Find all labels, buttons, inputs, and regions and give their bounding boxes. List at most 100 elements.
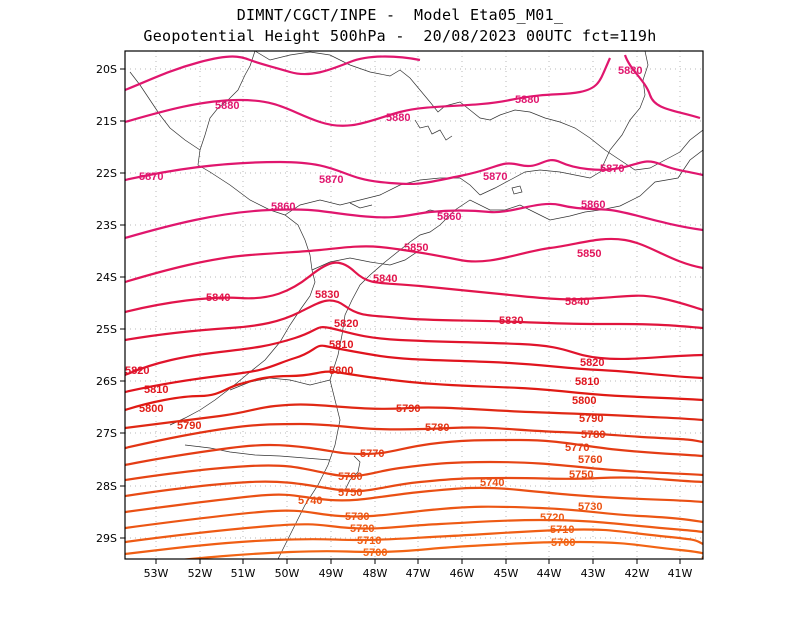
lon-label: 51W — [231, 567, 256, 580]
contour-5830 — [125, 299, 703, 342]
contour-label: 5810 — [144, 384, 168, 396]
sc-rs-border — [184, 444, 331, 461]
contour-label: 5880 — [215, 100, 239, 112]
contour-label: 5850 — [404, 242, 428, 254]
contour-label: 5710 — [550, 524, 574, 536]
contour-labels: 5880 5880 5880 5880 5870 5870 5870 5870 … — [125, 65, 642, 559]
contour-5700 — [179, 540, 703, 559]
contour-label: 5810 — [329, 339, 353, 351]
reservoir-1 — [414, 119, 453, 141]
contour-label: 5800 — [139, 403, 163, 415]
contour-5880-c — [623, 54, 701, 120]
lat-label: 24S — [96, 271, 117, 284]
contour-label: 5840 — [373, 273, 397, 285]
lon-label: 49W — [319, 567, 344, 580]
contour-label: 5760 — [338, 471, 362, 483]
contour-5870 — [125, 159, 703, 186]
contour-5770 — [125, 438, 703, 467]
contour-label: 5790 — [579, 413, 603, 425]
contour-label: 5830 — [315, 289, 339, 301]
map-title-line-1: DIMNT/CGCT/INPE - Model Eta05_M01_ — [236, 6, 564, 24]
atlantic-coastline — [277, 149, 703, 559]
sp-pr-border — [311, 249, 421, 271]
contour-5880-b — [125, 57, 612, 127]
lat-label: 26S — [96, 375, 117, 388]
lat-label: 23S — [96, 219, 117, 232]
contour-5740 — [125, 486, 703, 514]
contour-label: 5740 — [298, 495, 322, 507]
lon-label: 43W — [581, 567, 606, 580]
contour-label: 5700 — [363, 547, 387, 559]
lat-label: 22S — [96, 167, 117, 180]
argentina-border — [169, 269, 316, 426]
espirito-santo-border — [599, 51, 649, 173]
contour-label: 5870 — [483, 171, 507, 183]
latitude-labels: 20S 21S 22S 23S 24S 25S 26S 27S 28S 29S — [96, 63, 117, 545]
contour-label: 5750 — [569, 469, 593, 481]
contour-5840 — [125, 261, 703, 314]
contour-label: 5770 — [565, 442, 589, 454]
contour-label: 5820 — [580, 357, 604, 369]
map-frame — [124, 50, 704, 560]
contour-5780 — [125, 422, 703, 450]
contour-label: 5720 — [350, 523, 374, 535]
contour-label: 5740 — [480, 477, 504, 489]
contour-label: 5710 — [357, 535, 381, 547]
lon-label: 44W — [537, 567, 562, 580]
island-ilhabela — [511, 185, 523, 195]
contour-label: 5860 — [437, 211, 461, 223]
contour-label: 5840 — [206, 292, 230, 304]
lon-label: 47W — [406, 567, 431, 580]
contour-label: 5820 — [125, 365, 149, 377]
lagoa-dos-patos — [344, 455, 361, 491]
contour-5810 — [125, 344, 703, 394]
contour-label: 5820 — [334, 318, 358, 330]
contour-label: 5750 — [338, 487, 362, 499]
contour-label: 5870 — [319, 174, 343, 186]
lon-label: 48W — [363, 567, 388, 580]
pr-sc-border — [229, 377, 331, 391]
contour-label: 5760 — [578, 454, 602, 466]
lat-label: 29S — [96, 532, 117, 545]
contour-5760 — [125, 460, 703, 482]
contour-label: 5870 — [600, 163, 624, 175]
parana-river-border — [197, 51, 313, 271]
lat-label: 27S — [96, 427, 117, 440]
lon-label: 52W — [188, 567, 213, 580]
lon-label: 41W — [668, 567, 693, 580]
contour-label: 5780 — [425, 422, 449, 434]
lat-label: 20S — [96, 63, 117, 76]
contour-5860 — [125, 202, 703, 240]
contour-5720 — [125, 518, 703, 544]
contour-5820 — [125, 326, 703, 377]
contour-label: 5700 — [551, 537, 575, 549]
contour-5710 — [125, 528, 703, 556]
map-title-line-2: Geopotential Height 500hPa - 20/08/2023 … — [143, 27, 657, 45]
lon-label: 53W — [144, 567, 169, 580]
contour-label: 5860 — [271, 201, 295, 213]
contour-label: 5730 — [578, 501, 602, 513]
lon-label: 45W — [494, 567, 519, 580]
contour-label: 5800 — [329, 365, 353, 377]
contour-5880-a — [125, 55, 421, 92]
geopotential-contours — [125, 54, 703, 559]
contour-label: 5790 — [177, 420, 201, 432]
lon-label: 46W — [450, 567, 475, 580]
contour-label: 5780 — [581, 429, 605, 441]
contour-label: 5840 — [565, 296, 589, 308]
contour-label: 5770 — [360, 448, 384, 460]
contour-5730 — [125, 505, 703, 530]
contour-label: 5880 — [386, 112, 410, 124]
reservoir-2 — [349, 202, 373, 209]
contour-label: 5800 — [572, 395, 596, 407]
contour-label: 5850 — [577, 248, 601, 260]
lat-label: 25S — [96, 323, 117, 336]
contour-label: 5880 — [515, 94, 539, 106]
contour-label: 5790 — [396, 403, 420, 415]
mg-rj-border — [479, 169, 601, 196]
contour-5850 — [125, 237, 703, 284]
contour-5790 — [125, 403, 703, 430]
contour-label: 5830 — [499, 315, 523, 327]
mg-sp-border — [284, 177, 481, 216]
